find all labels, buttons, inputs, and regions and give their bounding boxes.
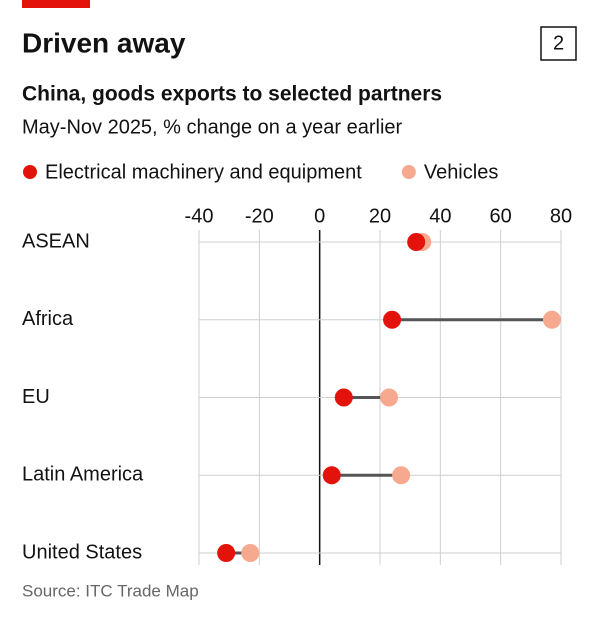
subtitle: China, goods exports to selected partner… (22, 83, 442, 106)
x-tick-label: 80 (550, 205, 572, 227)
x-tick-label: 40 (429, 205, 451, 227)
dot (407, 233, 426, 251)
dot (241, 544, 260, 562)
x-tick-label: 0 (314, 205, 325, 227)
chart-title: Driven away (22, 27, 186, 58)
brand-bar (22, 0, 90, 8)
legend-label: Electrical machinery and equipment (45, 161, 362, 183)
dot (322, 466, 341, 485)
category-label: Latin America (22, 464, 144, 486)
chart-number-box (540, 26, 577, 61)
legend-marker (23, 165, 37, 179)
category-label: ASEAN (22, 230, 90, 252)
x-tick-label: -40 (185, 205, 214, 227)
x-tick-label: 60 (490, 205, 512, 227)
legend-marker (401, 165, 416, 179)
category-label: EU (22, 386, 50, 408)
dot (383, 310, 402, 329)
x-tick-label: 20 (369, 205, 391, 227)
dot (380, 388, 399, 407)
dot (542, 310, 561, 329)
chart-number: 2 (553, 32, 564, 54)
category-label: United States (22, 541, 142, 563)
category-label: Africa (22, 308, 74, 330)
source: Source: ITC Trade Map (22, 581, 199, 600)
dot (392, 466, 411, 485)
x-tick-label: -20 (245, 205, 274, 227)
dot (334, 388, 353, 407)
dot (217, 544, 236, 562)
legend-label: Vehicles (424, 161, 499, 183)
subtitle-2: May-Nov 2025, % change on a year earlier (22, 116, 403, 138)
